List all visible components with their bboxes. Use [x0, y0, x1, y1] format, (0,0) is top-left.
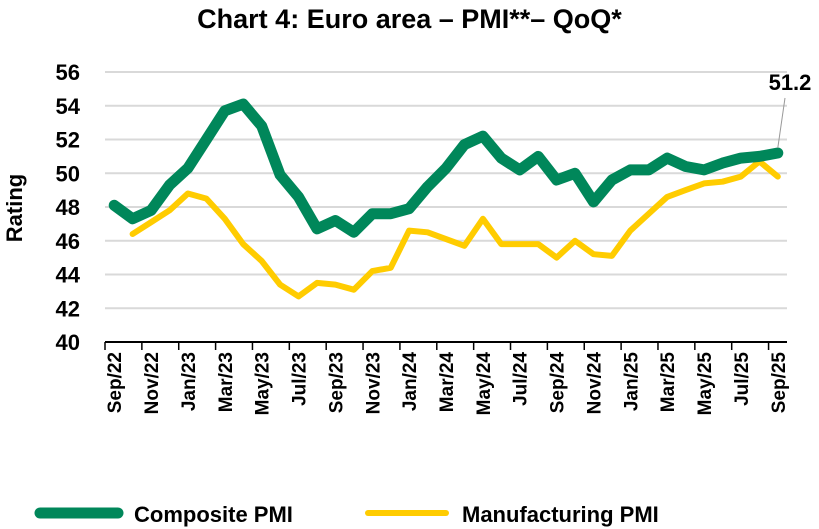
y-tick-label: 46: [56, 229, 80, 254]
x-tick-label: Nov/22: [142, 352, 163, 414]
x-tick-label: Jul/24: [511, 352, 532, 406]
y-tick-label: 50: [56, 161, 80, 186]
x-tick-label: Nov/24: [584, 352, 605, 415]
annotation-label: 51.2: [769, 70, 812, 95]
x-tick-label: May/23: [253, 352, 274, 415]
x-tick-label: Mar/24: [437, 352, 458, 413]
x-tick-label: Sep/24: [548, 352, 569, 414]
y-tick-label: 54: [56, 94, 81, 119]
x-tick-label: Sep/22: [105, 352, 126, 413]
chart-title: Chart 4: Euro area – PMI**– QoQ*: [197, 4, 622, 34]
y-tick-label: 44: [56, 263, 81, 288]
x-tick-label: Jan/24: [400, 352, 421, 412]
x-tick-label: Jul/25: [732, 352, 753, 406]
x-tick-label: Jan/25: [621, 352, 642, 412]
series-line-manufacturing-pmi: [129, 158, 781, 300]
x-tick-label: Mar/25: [658, 352, 679, 413]
y-tick-label: 42: [56, 296, 80, 321]
y-tick-label: 48: [56, 195, 80, 220]
y-tick-label: 52: [56, 128, 80, 153]
x-tick-label: Mar/23: [216, 352, 237, 412]
legend-label-manufacturing: Manufacturing PMI: [462, 502, 659, 527]
legend-label-composite: Composite PMI: [134, 502, 293, 527]
y-tick-label: 40: [56, 330, 80, 355]
x-tick-label: Jan/23: [179, 352, 200, 411]
x-tick-label: Sep/25: [769, 352, 790, 414]
x-tick-label: Sep/23: [326, 352, 347, 413]
x-tick-label: Jul/23: [290, 352, 311, 406]
y-tick-label: 56: [56, 60, 80, 85]
x-tick-label: May/25: [695, 352, 716, 416]
annotation-leader: [777, 97, 786, 149]
x-tick-label: May/24: [474, 352, 495, 416]
y-axis-label: Rating: [2, 174, 27, 242]
x-tick-label: Nov/23: [363, 352, 384, 414]
